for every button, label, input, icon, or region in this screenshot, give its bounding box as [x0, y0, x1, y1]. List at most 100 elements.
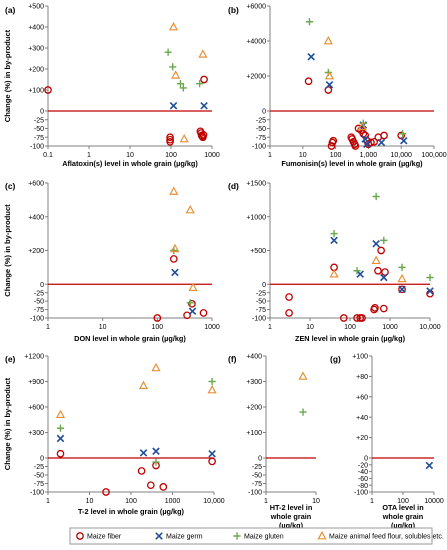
x-tick-label: 100	[165, 152, 177, 159]
data-point	[380, 273, 388, 282]
data-point	[200, 101, 208, 110]
data-point	[358, 314, 366, 322]
y-tick-label: -100	[354, 490, 368, 497]
legend-item: Maize germ	[155, 532, 203, 541]
data-point	[398, 263, 406, 271]
y-tick-label: -25	[252, 464, 262, 471]
data-point	[176, 80, 185, 88]
data-point	[183, 311, 191, 320]
data-point	[307, 52, 315, 61]
x-tick-label: 1,000	[360, 152, 378, 159]
x-tick-label: 0.1	[43, 152, 53, 159]
data-point	[305, 18, 314, 26]
data-point	[169, 186, 179, 195]
x-tick-label: 100	[125, 498, 137, 505]
x-tick-label: 100	[397, 498, 409, 505]
data-point	[398, 285, 406, 294]
data-point	[361, 135, 369, 143]
data-point	[397, 273, 407, 283]
data-point	[351, 142, 360, 150]
data-point	[325, 80, 334, 89]
x-tick-label: 1000	[165, 498, 181, 505]
data-point	[185, 204, 195, 214]
x-axis-label: OTA level in whole grain (µg/kg)	[382, 503, 424, 530]
y-tick-label: +600	[28, 405, 44, 412]
data-point	[426, 287, 434, 295]
data-point	[285, 309, 293, 317]
data-point	[356, 270, 364, 278]
y-tick-label: -100	[252, 144, 266, 151]
y-tick-label: 0	[262, 109, 266, 116]
x-tick-label: 1	[87, 152, 91, 159]
x-tick-label: 10000	[424, 498, 444, 505]
y-axis-label: Change (%) in by-product	[3, 204, 12, 297]
data-point	[170, 243, 180, 253]
y-tick-label: -25	[34, 290, 44, 297]
data-point	[200, 75, 208, 84]
data-point	[159, 483, 168, 491]
data-point	[330, 230, 338, 238]
data-point	[198, 49, 208, 58]
data-point	[186, 299, 194, 307]
data-point	[398, 285, 406, 294]
y-tick-label: -100	[248, 490, 262, 497]
y-tick-label: +1500	[246, 181, 266, 188]
x-axis-label: DON level in whole grain (µg/kg)	[74, 334, 186, 343]
data-point	[137, 467, 146, 475]
legend-item: Maize animal feed flour, solubles etc.	[317, 530, 444, 541]
data-point	[426, 273, 434, 282]
data-point	[179, 84, 187, 92]
data-point	[152, 458, 160, 466]
y-tick-label: +1000	[246, 214, 266, 221]
y-tick-label: +20	[356, 435, 368, 442]
y-tick-label: 0	[40, 456, 44, 463]
x-tick-label: 10	[126, 152, 134, 159]
y-tick-label: -50	[34, 473, 44, 480]
data-point	[372, 192, 380, 201]
x-axis-label: T-2 level in whole grain (µg/kg)	[78, 507, 185, 516]
y-tick-label: -50	[256, 126, 266, 133]
data-point	[381, 268, 389, 276]
data-point	[151, 362, 161, 372]
data-point	[380, 131, 388, 140]
panel-b: -100 -75 -50 -250 +2000 +4000 +6000 1 10 100 1,000…	[228, 4, 447, 168]
data-point	[299, 408, 307, 416]
data-point	[330, 236, 338, 245]
panel-f: -100 -75-50 -250 +100 +200 +300 +400 1 10 (f) HT-2…	[228, 354, 320, 530]
data-point	[380, 236, 388, 244]
data-point	[329, 136, 338, 145]
panel-label: (a)	[5, 5, 16, 15]
x-tick-label: 1000	[204, 324, 220, 331]
data-point	[56, 434, 65, 443]
x-tick-label: 10,000	[390, 152, 412, 159]
data-point	[400, 136, 408, 145]
x-axis-label: Aflatoxin(s) level in whole grain (µg/kg…	[62, 159, 198, 168]
data-point	[370, 137, 379, 146]
y-tick-label: +300	[246, 379, 262, 386]
data-point	[164, 48, 172, 56]
panel-label: (c)	[5, 181, 16, 191]
data-point	[171, 70, 181, 79]
data-point	[353, 314, 361, 322]
legend-box	[69, 527, 433, 545]
data-point	[44, 86, 52, 94]
data-point	[323, 35, 333, 45]
y-tick-label: +400	[28, 25, 44, 32]
x-tick-label: 10	[306, 324, 314, 331]
y-tick-label: -25	[34, 117, 44, 124]
y-tick-label: -75	[34, 135, 44, 142]
data-point	[199, 130, 208, 139]
legend-label: Maize animal feed flour, solubles etc.	[329, 534, 444, 541]
x-tick-label: 10,000	[419, 324, 441, 331]
data-point	[196, 80, 204, 88]
x-tick-label: 1	[370, 498, 374, 505]
data-point	[171, 268, 179, 277]
data-point	[377, 138, 386, 147]
y-tick-label: -25	[256, 290, 266, 297]
data-point	[169, 63, 177, 71]
data-point	[152, 447, 160, 455]
data-point	[188, 307, 197, 316]
y-tick-label: +600	[28, 181, 44, 188]
data-point	[357, 121, 367, 131]
